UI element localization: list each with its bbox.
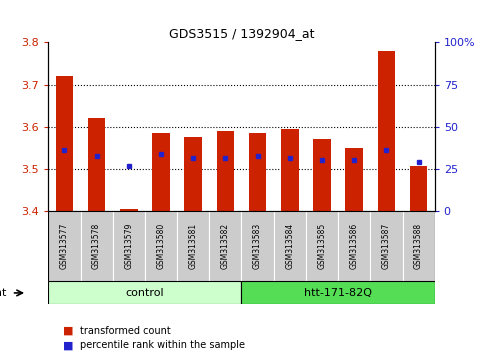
Text: GSM313586: GSM313586 <box>350 223 359 269</box>
Text: transformed count: transformed count <box>80 326 170 336</box>
Text: percentile rank within the sample: percentile rank within the sample <box>80 340 245 350</box>
FancyBboxPatch shape <box>81 211 113 281</box>
FancyBboxPatch shape <box>145 211 177 281</box>
Bar <box>378 51 395 211</box>
Text: GSM313580: GSM313580 <box>156 223 166 269</box>
FancyBboxPatch shape <box>306 211 338 281</box>
Text: control: control <box>126 288 164 298</box>
Bar <box>152 133 170 211</box>
FancyBboxPatch shape <box>242 211 274 281</box>
Text: GSM313585: GSM313585 <box>317 223 327 269</box>
FancyBboxPatch shape <box>370 211 402 281</box>
FancyBboxPatch shape <box>242 281 435 304</box>
FancyBboxPatch shape <box>177 211 209 281</box>
Text: GSM313588: GSM313588 <box>414 223 423 269</box>
Bar <box>56 76 73 211</box>
Bar <box>216 131 234 211</box>
Bar <box>313 139 331 211</box>
FancyBboxPatch shape <box>48 281 242 304</box>
Text: GSM313577: GSM313577 <box>60 223 69 269</box>
Bar <box>120 209 138 211</box>
Text: agent: agent <box>0 288 7 298</box>
Title: GDS3515 / 1392904_at: GDS3515 / 1392904_at <box>169 27 314 40</box>
Bar <box>88 118 105 211</box>
Bar <box>345 148 363 211</box>
Bar <box>185 137 202 211</box>
Text: ■: ■ <box>63 340 73 350</box>
Text: GSM313582: GSM313582 <box>221 223 230 269</box>
FancyBboxPatch shape <box>113 211 145 281</box>
Text: GSM313584: GSM313584 <box>285 223 294 269</box>
Text: GSM313578: GSM313578 <box>92 223 101 269</box>
Text: GSM313587: GSM313587 <box>382 223 391 269</box>
FancyBboxPatch shape <box>209 211 242 281</box>
Bar <box>281 129 298 211</box>
Text: GSM313579: GSM313579 <box>124 223 133 269</box>
FancyBboxPatch shape <box>402 211 435 281</box>
Text: ■: ■ <box>63 326 73 336</box>
Text: htt-171-82Q: htt-171-82Q <box>304 288 372 298</box>
FancyBboxPatch shape <box>274 211 306 281</box>
FancyBboxPatch shape <box>48 211 81 281</box>
Text: GSM313581: GSM313581 <box>189 223 198 269</box>
Bar <box>410 166 427 211</box>
FancyBboxPatch shape <box>338 211 370 281</box>
Bar <box>249 133 267 211</box>
Text: GSM313583: GSM313583 <box>253 223 262 269</box>
